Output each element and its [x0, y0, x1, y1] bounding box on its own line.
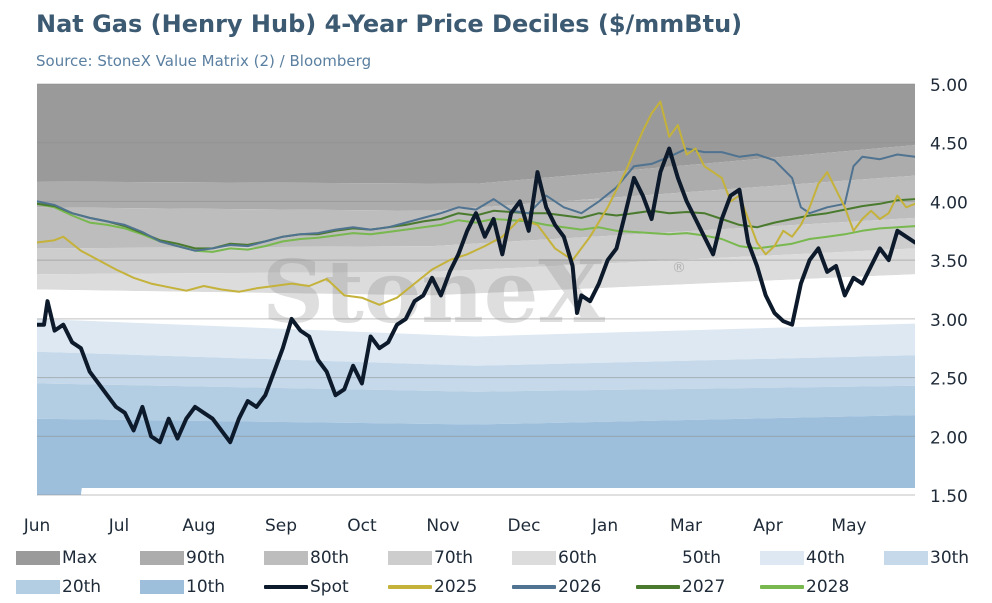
band-50th	[37, 274, 915, 337]
legend-label: 90th	[186, 548, 226, 568]
legend-swatch	[388, 585, 432, 589]
y-tick-label: 1.50	[930, 487, 968, 507]
y-tick-label: 4.00	[930, 193, 968, 213]
legend-item-spot: Spot	[264, 577, 349, 597]
legend-item-60th: 60th	[512, 548, 597, 568]
legend-label: 2026	[558, 577, 602, 597]
y-tick-label: 2.50	[930, 370, 968, 390]
legend-item-2026: 2026	[512, 577, 601, 597]
legend-label: 50th	[682, 548, 722, 568]
price-decile-chart: StoneX ® 5.00 4.50 4.00 3.50 3.00 2.50 2.00 1.5…	[23, 76, 968, 536]
x-tick-label: Nov	[426, 516, 459, 536]
series-line-2026	[37, 147, 915, 252]
legend-label: Max	[62, 548, 98, 568]
x-tick-label: Sep	[265, 516, 297, 536]
legend-swatch	[388, 551, 432, 565]
legend-item-2025: 2025	[388, 577, 477, 597]
x-tick-label: Jul	[108, 516, 130, 536]
x-axis: Jun Jul Aug Sep Oct Nov Dec Jan Mar Apr May	[23, 516, 867, 536]
chart-title: Nat Gas (Henry Hub) 4-Year Price Deciles…	[36, 10, 743, 38]
price-lines	[37, 100, 915, 445]
y-tick-label: 2.00	[930, 428, 968, 448]
chart-subtitle: Source: StoneX Value Matrix (2) / Bloomb…	[36, 52, 372, 70]
x-tick-label: Aug	[182, 516, 215, 536]
band-10th	[37, 415, 915, 495]
legend-swatch	[140, 580, 184, 594]
y-tick-label: 3.50	[930, 252, 968, 272]
legend-item-80th: 80th	[264, 548, 349, 568]
legend-item-40th: 40th	[760, 548, 845, 568]
x-tick-label: May	[831, 516, 866, 536]
band-max	[37, 84, 915, 184]
legend-swatch	[884, 551, 928, 565]
legend-label: 70th	[434, 548, 474, 568]
legend-item-20th: 20th	[16, 577, 101, 597]
y-tick-label: 3.00	[930, 311, 968, 331]
band-90th	[37, 145, 915, 211]
legend-label: Spot	[310, 577, 349, 597]
legend-swatch	[512, 551, 556, 565]
legend-item-10th: 10th	[140, 577, 225, 597]
legend-label: 40th	[806, 548, 846, 568]
series-line-2025	[37, 100, 915, 306]
legend-swatch	[512, 585, 556, 589]
legend-swatch	[636, 551, 680, 565]
band-30th	[37, 351, 915, 392]
legend-swatch	[264, 551, 308, 565]
legend-item-90th: 90th	[140, 548, 225, 568]
x-tick-label: Oct	[347, 516, 377, 536]
legend-label: 2027	[682, 577, 726, 597]
legend-label: 20th	[62, 577, 102, 597]
legend-item-max: Max	[16, 548, 97, 568]
legend-swatch	[636, 585, 680, 589]
x-tick-label: Dec	[508, 516, 541, 536]
legend-item-30th: 30th	[884, 548, 969, 568]
legend-item-2027: 2027	[636, 577, 725, 597]
legend-label: 2025	[434, 577, 478, 597]
legend-item-50th: 50th	[636, 548, 721, 568]
series-line-spot	[37, 146, 915, 445]
watermark-text: StoneX	[262, 242, 605, 343]
legend-label: 2028	[806, 577, 850, 597]
legend-label: 10th	[186, 577, 226, 597]
legend-swatch	[16, 551, 60, 565]
legend-item-2028: 2028	[760, 577, 849, 597]
band-40th	[37, 318, 915, 366]
legend-swatch	[760, 551, 804, 565]
x-tick-label: Apr	[753, 516, 782, 536]
legend-swatch	[16, 580, 60, 594]
legend-swatch	[264, 585, 308, 589]
x-tick-label: Mar	[670, 516, 702, 536]
y-tick-label: 5.00	[930, 76, 968, 96]
x-tick-label: Jan	[591, 516, 618, 536]
band-20th	[37, 383, 915, 425]
legend-label: 30th	[930, 548, 970, 568]
y-tick-label: 4.50	[930, 135, 968, 155]
legend-item-70th: 70th	[388, 548, 473, 568]
legend-label: 60th	[558, 548, 598, 568]
x-tick-label: Jun	[23, 516, 51, 536]
legend-swatch	[760, 585, 804, 589]
watermark-registered-mark: ®	[672, 260, 686, 276]
watermark: StoneX ®	[262, 242, 686, 343]
y-axis: 5.00 4.50 4.00 3.50 3.00 2.50 2.00 1.50	[930, 76, 968, 507]
legend-label: 80th	[310, 548, 350, 568]
legend-swatch	[140, 551, 184, 565]
decile-bands	[37, 84, 915, 495]
gridlines	[37, 83, 915, 496]
